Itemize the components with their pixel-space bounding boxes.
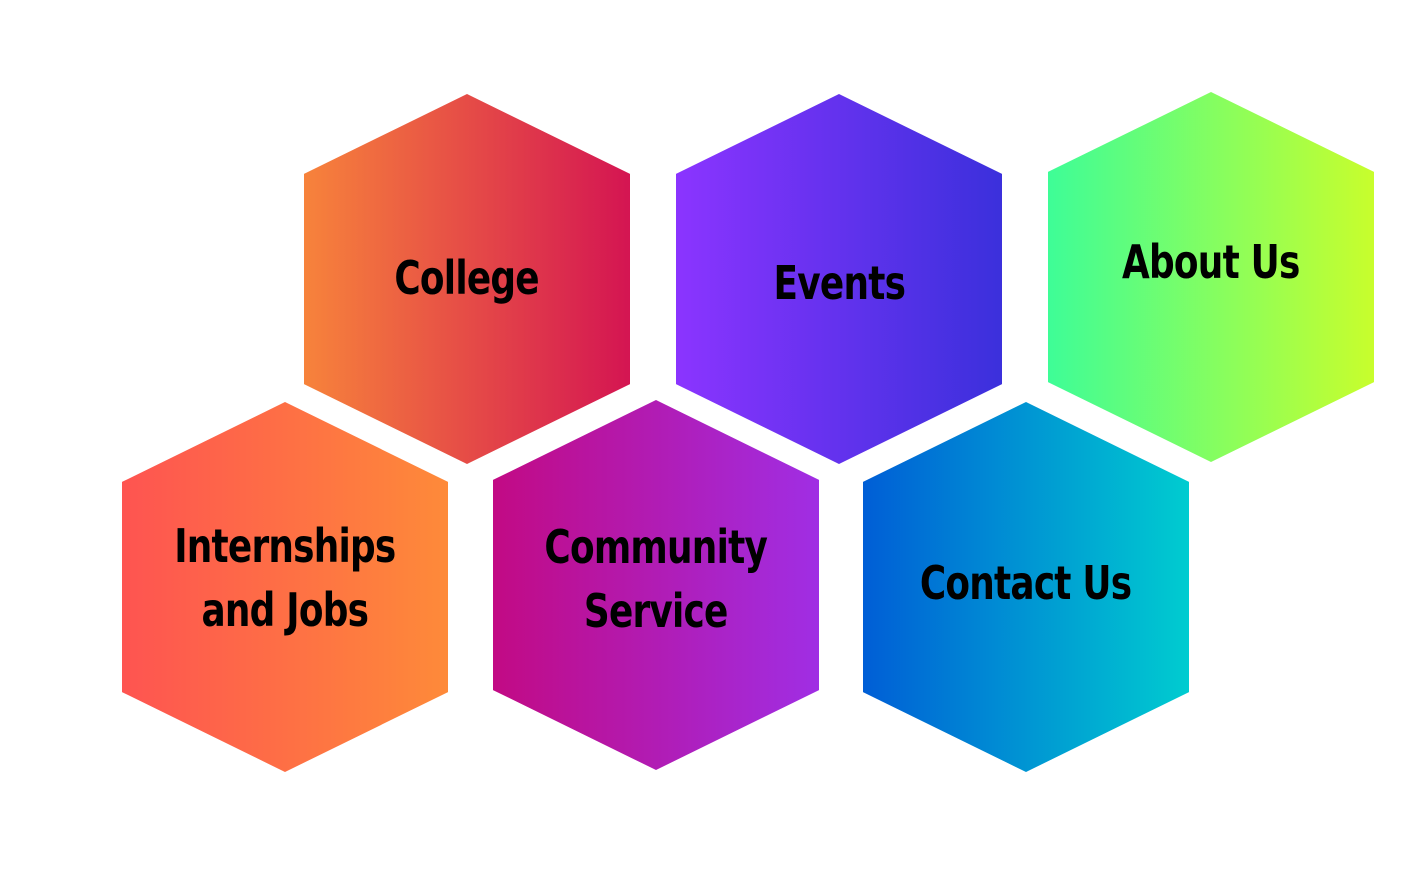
- community-label-line-1: Community: [544, 520, 768, 574]
- contact-us-tile[interactable]: Contact Us: [863, 402, 1189, 772]
- about-us-tile[interactable]: About Us: [1048, 92, 1374, 462]
- college-label: College: [394, 251, 540, 305]
- events-label: Events: [773, 256, 905, 310]
- contact-us-label: Contact Us: [920, 556, 1132, 610]
- community-service-label: Community Service: [545, 515, 768, 643]
- events-tile[interactable]: Events: [676, 94, 1002, 464]
- internships-label-line-1: Internships: [174, 519, 396, 573]
- internships-and-jobs-tile[interactable]: Internships and Jobs: [122, 402, 448, 772]
- internships-label-line-2: and Jobs: [201, 583, 370, 637]
- college-tile[interactable]: College: [304, 94, 630, 464]
- internships-and-jobs-label: Internships and Jobs: [174, 514, 396, 642]
- community-label-line-2: Service: [584, 584, 728, 638]
- about-us-label: About Us: [1122, 235, 1300, 289]
- community-service-tile[interactable]: Community Service: [493, 400, 819, 770]
